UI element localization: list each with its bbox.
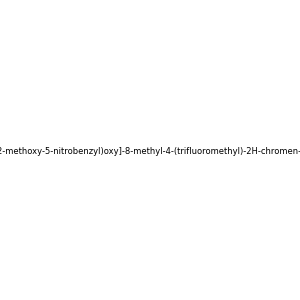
Text: 7-[(2-methoxy-5-nitrobenzyl)oxy]-8-methyl-4-(trifluoromethyl)-2H-chromen-2-one: 7-[(2-methoxy-5-nitrobenzyl)oxy]-8-methy… (0, 147, 300, 156)
